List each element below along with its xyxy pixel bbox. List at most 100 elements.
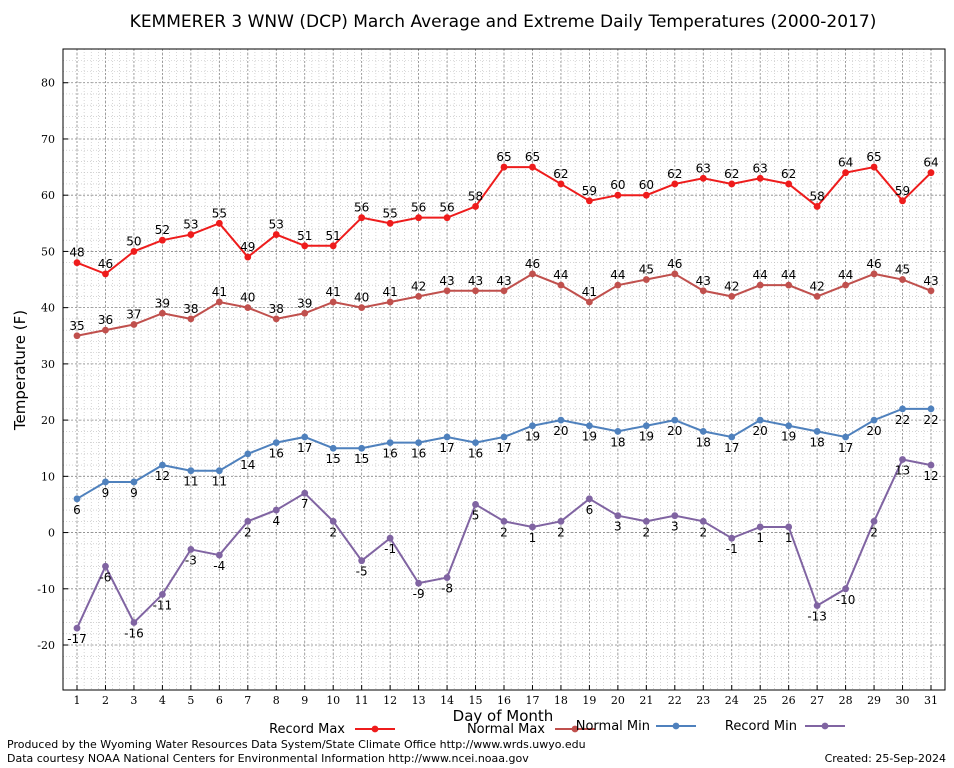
- data-point: [500, 287, 508, 295]
- y-tick-label: 30: [41, 358, 55, 371]
- data-point: [102, 326, 109, 334]
- data-point: [842, 281, 849, 289]
- data-label: 38: [269, 302, 284, 316]
- data-point: [870, 416, 878, 424]
- data-label: 41: [582, 285, 597, 299]
- data-label: -1: [384, 542, 396, 556]
- data-label: 39: [297, 296, 312, 310]
- data-label: 46: [98, 257, 113, 271]
- data-point: [785, 523, 793, 531]
- data-point: [102, 562, 109, 570]
- data-label: 41: [382, 285, 397, 299]
- data-point: [472, 203, 479, 210]
- legend: Record Max Normal Max Normal Min Record Min: [269, 719, 845, 737]
- x-tick-label: 13: [412, 694, 426, 707]
- y-tick-label: 50: [41, 245, 55, 258]
- data-label: 64: [923, 156, 938, 170]
- data-label: 53: [183, 218, 198, 232]
- data-point: [529, 270, 536, 278]
- data-label: 17: [297, 441, 312, 455]
- data-label: 45: [895, 263, 910, 277]
- data-label: 22: [923, 413, 938, 427]
- data-label: 64: [838, 156, 853, 170]
- data-point: [642, 517, 650, 525]
- data-point: [785, 422, 793, 430]
- data-point: [927, 405, 935, 413]
- legend-item: Record Min: [725, 719, 845, 734]
- data-point: [642, 191, 650, 199]
- y-tick-label: 40: [41, 302, 55, 315]
- data-point: [443, 287, 451, 295]
- data-label: -8: [441, 582, 453, 596]
- data-label: 44: [610, 268, 625, 282]
- data-point: [756, 523, 764, 531]
- data-label: 3: [671, 520, 679, 534]
- data-label: 43: [439, 274, 454, 288]
- data-point: [813, 427, 821, 435]
- data-label: 49: [240, 240, 255, 254]
- data-point: [785, 180, 793, 188]
- data-label: 40: [240, 291, 255, 305]
- data-label: -5: [356, 565, 368, 579]
- data-point: [244, 304, 252, 312]
- data-point: [614, 281, 622, 289]
- data-label: 44: [553, 268, 568, 282]
- data-point: [102, 478, 109, 486]
- data-point: [472, 287, 479, 295]
- data-label: -16: [124, 627, 144, 641]
- x-tick-label: 2: [102, 694, 109, 707]
- legend-label: Normal Min: [576, 719, 650, 734]
- data-point: [272, 231, 280, 238]
- data-point: [500, 433, 508, 441]
- x-tick-label: 12: [383, 694, 397, 707]
- data-point: [529, 523, 536, 531]
- data-point: [728, 293, 736, 300]
- data-label: 9: [102, 486, 110, 500]
- data-label: -6: [99, 570, 111, 584]
- data-point: [443, 214, 451, 222]
- data-point: [130, 619, 138, 626]
- data-label: 65: [525, 150, 540, 164]
- series-normal-min: 6 9 9 12 11 11 14 16 17 15 15 16 16 17 16 17 19 20 19 18 19 2…: [73, 405, 939, 517]
- data-point: [586, 422, 593, 430]
- x-tick-label: 4: [159, 694, 166, 707]
- legend-item: Normal Min: [576, 719, 696, 734]
- data-point: [472, 439, 479, 446]
- data-label: 20: [866, 424, 881, 438]
- data-label: 17: [838, 441, 853, 455]
- data-label: 41: [326, 285, 341, 299]
- data-label: 1: [756, 531, 764, 545]
- data-label: 55: [382, 206, 397, 220]
- data-point: [699, 287, 707, 295]
- data-label: 37: [126, 308, 141, 322]
- data-point: [443, 433, 451, 441]
- x-tick-label: 3: [130, 694, 137, 707]
- data-label: 20: [553, 424, 568, 438]
- data-label: -9: [413, 587, 425, 601]
- grid-major: [63, 49, 945, 690]
- data-point: [614, 427, 622, 435]
- data-label: 36: [98, 313, 113, 327]
- y-tick-label: 10: [41, 470, 55, 483]
- y-tick-label: 0: [48, 527, 55, 540]
- data-point: [73, 332, 81, 340]
- data-point: [899, 456, 906, 463]
- data-label: -17: [67, 632, 87, 646]
- data-label: 11: [212, 475, 227, 489]
- data-label: 58: [468, 189, 483, 203]
- x-tick-label: 31: [924, 694, 938, 707]
- x-tick-label: 17: [525, 694, 539, 707]
- data-point: [671, 180, 679, 188]
- data-point: [899, 197, 906, 205]
- data-label: 60: [610, 178, 625, 192]
- data-point: [870, 270, 878, 278]
- data-point: [272, 439, 280, 446]
- data-point: [785, 281, 793, 289]
- data-point: [386, 439, 394, 446]
- data-label: 46: [667, 257, 682, 271]
- data-label: 46: [866, 257, 881, 271]
- data-label: 13: [895, 463, 910, 477]
- data-point: [642, 422, 650, 430]
- x-tick-label: 29: [867, 694, 881, 707]
- data-point: [301, 433, 309, 441]
